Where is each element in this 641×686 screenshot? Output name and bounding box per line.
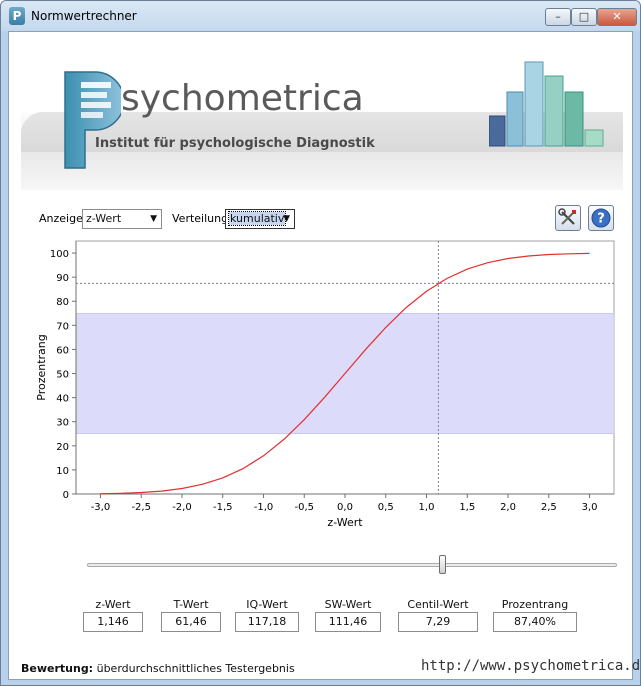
bar-logo-icon xyxy=(489,61,604,147)
psychometrica-p-logo-icon xyxy=(64,71,121,169)
help-icon: ? xyxy=(591,208,611,228)
x-tick-label: -0,5 xyxy=(294,502,314,513)
x-tick-label: 0,0 xyxy=(337,502,353,513)
rating-label: Bewertung: xyxy=(21,662,94,675)
x-tick-label: 2,5 xyxy=(541,502,557,513)
x-tick-label: 3,0 xyxy=(582,502,598,513)
maximize-button[interactable]: □ xyxy=(571,8,597,26)
close-button[interactable]: ✕ xyxy=(597,8,637,26)
y-tick-label: 20 xyxy=(56,442,69,453)
y-tick-label: 80 xyxy=(56,297,69,308)
result-label: Prozentrang xyxy=(501,598,569,611)
y-tick-label: 100 xyxy=(50,249,69,260)
y-tick-label: 40 xyxy=(56,394,69,405)
x-tick-label: -2,5 xyxy=(131,502,151,513)
y-tick-label: 70 xyxy=(56,321,69,332)
y-tick-label: 30 xyxy=(56,418,69,429)
y-tick-label: 60 xyxy=(56,345,69,356)
x-tick-label: 1,0 xyxy=(419,502,435,513)
result-value-field[interactable]: 111,46 xyxy=(315,612,381,632)
z-value-slider-track[interactable] xyxy=(87,563,617,567)
result-value-field[interactable]: 61,46 xyxy=(161,612,221,632)
chevron-down-icon: ▼ xyxy=(283,214,290,224)
x-tick-label: -1,0 xyxy=(254,502,274,513)
x-tick-label: -2,0 xyxy=(172,502,192,513)
x-tick-label: 2,0 xyxy=(500,502,516,513)
result-value-field[interactable]: 7,29 xyxy=(398,612,478,632)
result-value-field[interactable]: 1,146 xyxy=(83,612,143,632)
anzeige-label: Anzeige xyxy=(39,212,83,225)
y-axis-label: Prozentrang xyxy=(35,334,48,401)
window-title: Normwertrechner xyxy=(31,9,137,23)
rating: Bewertung: überdurchschnittliches Tester… xyxy=(21,662,295,675)
z-value-slider-thumb[interactable] xyxy=(439,555,446,574)
minimize-button[interactable]: – xyxy=(545,8,571,26)
verteilung-select[interactable]: kumulativ ▼ xyxy=(225,209,295,229)
result-label: z-Wert xyxy=(95,598,131,611)
svg-text:?: ? xyxy=(597,212,605,227)
app-icon: P xyxy=(9,7,25,25)
help-button[interactable]: ? xyxy=(588,205,614,231)
anzeige-value: z-Wert xyxy=(86,212,122,225)
x-tick-label: 1,5 xyxy=(459,502,475,513)
y-tick-label: 0 xyxy=(63,490,69,501)
y-tick-label: 50 xyxy=(56,370,69,381)
banner: sychometrica Institut für psychologische… xyxy=(21,44,623,190)
result-value-field[interactable]: 117,18 xyxy=(235,612,299,632)
x-tick-label: -3,0 xyxy=(91,502,111,513)
rating-value: überdurchschnittliches Testergebnis xyxy=(96,662,295,675)
client-area: sychometrica Institut für psychologische… xyxy=(8,31,640,680)
footer-url[interactable]: http://www.psychometrica.de xyxy=(421,658,641,674)
y-tick-label: 10 xyxy=(56,466,69,477)
result-label: IQ-Wert xyxy=(246,598,288,611)
x-tick-label: 0,5 xyxy=(378,502,394,513)
brand-subtitle: Institut für psychologische Diagnostik xyxy=(95,136,375,151)
chevron-down-icon: ▼ xyxy=(150,214,157,224)
result-label: T-Wert xyxy=(173,598,209,611)
x-tick-label: -1,5 xyxy=(213,502,233,513)
cumulative-distribution-line xyxy=(100,252,590,495)
brand-name: sychometrica xyxy=(121,78,364,119)
x-axis-label: z-Wert xyxy=(327,516,363,529)
tools-icon xyxy=(558,208,576,225)
verteilung-value: kumulativ xyxy=(227,211,287,226)
normal-distribution-chart: 0 10 20 30 40 50 60 70 80 90 100 -3,0 -2,5 -2,0 -1,5 -1… xyxy=(35,240,615,529)
result-label: Centil-Wert xyxy=(407,598,469,611)
y-tick-label: 90 xyxy=(56,273,69,284)
result-label: SW-Wert xyxy=(324,598,372,611)
anzeige-select[interactable]: z-Wert ▼ xyxy=(82,209,162,229)
verteilung-label: Verteilung xyxy=(172,212,229,225)
result-value-field[interactable]: 87,40% xyxy=(493,612,577,632)
tools-button[interactable] xyxy=(555,205,581,231)
title-bar[interactable]: P Normwertrechner – □ ✕ xyxy=(1,1,640,31)
